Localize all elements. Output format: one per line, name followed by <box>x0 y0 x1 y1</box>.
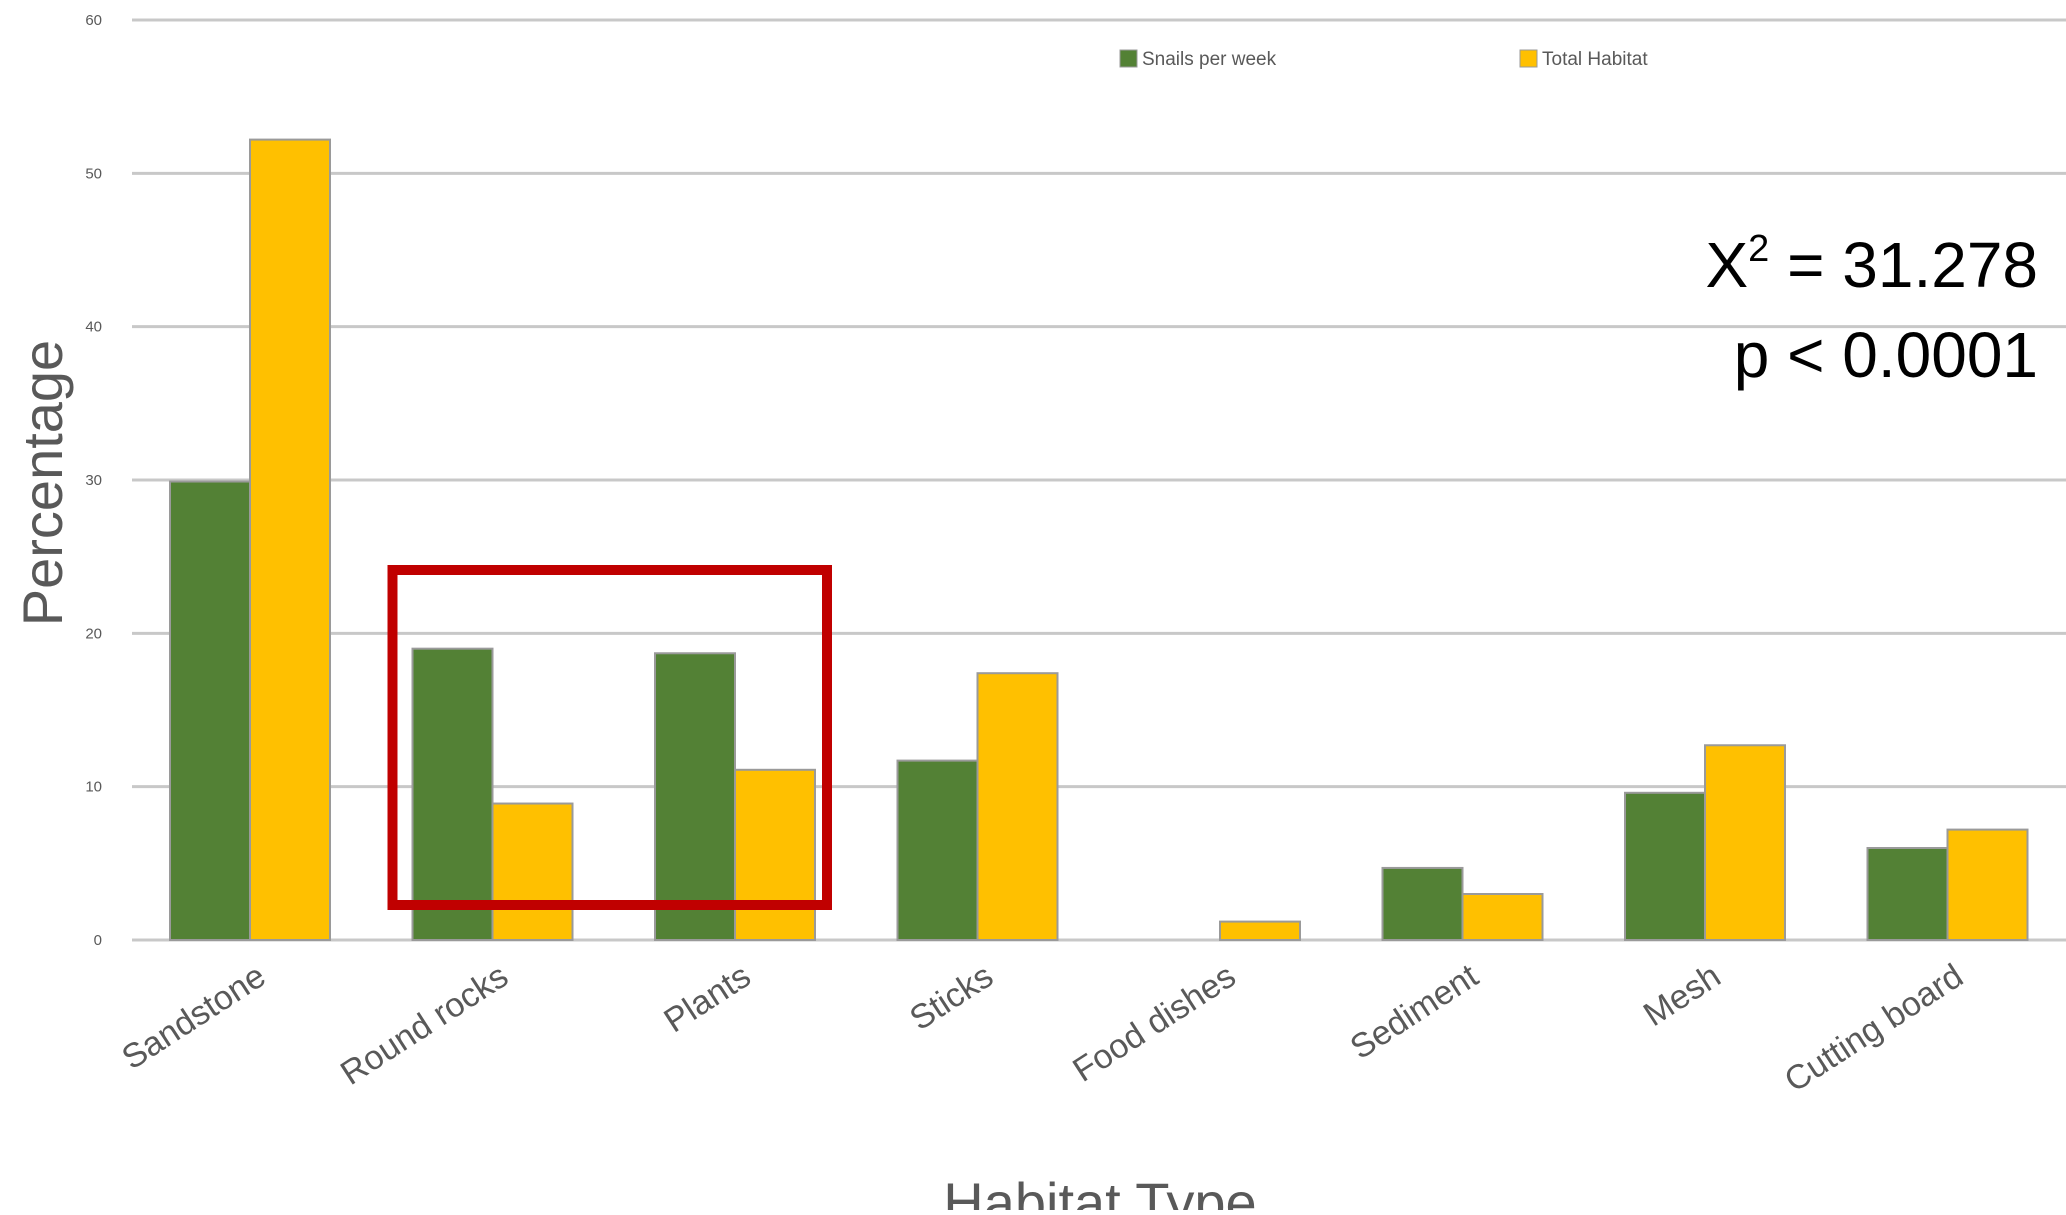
legend-swatch <box>1119 49 1138 68</box>
y-tick-label: 40 <box>85 319 102 336</box>
legend-label: Snails per week <box>1142 49 1277 70</box>
x-tick-label: Round rocks <box>334 957 515 1093</box>
x-tick-label: Food dishes <box>1066 957 1242 1090</box>
bar-snails <box>169 480 251 941</box>
p-value-annotation: p < 0.0001 <box>1734 319 2038 391</box>
x-axis-title: Habitat Type <box>943 1171 1256 1210</box>
x-tick-label: Sediment <box>1344 957 1486 1067</box>
y-tick-label: 20 <box>85 625 102 642</box>
bar-total-habitat <box>1946 828 2029 941</box>
x-tick-labels: Sandstone Round rocks Plants Sticks Food dis… <box>115 957 1970 1100</box>
bar-total-habitat <box>734 768 816 941</box>
bar-total-habitat <box>976 672 1059 941</box>
chi-value: = 31.278 <box>1769 229 2038 301</box>
x-tick-label: Cutting board <box>1778 957 1970 1100</box>
bar-snails <box>654 652 736 941</box>
bar-snails <box>411 647 494 942</box>
chi-symbol: X <box>1705 229 1748 301</box>
bar-snails <box>896 759 979 941</box>
bar-total-habitat <box>1461 893 1544 941</box>
bar-total-habitat <box>249 138 331 942</box>
highlight-box <box>387 565 832 910</box>
bar-total-habitat <box>1704 744 1786 941</box>
legend-swatch <box>1519 49 1538 68</box>
y-tick-label: 0 <box>94 932 102 949</box>
bars <box>169 138 2029 942</box>
y-tick-label: 10 <box>85 779 102 796</box>
y-tick-labels: 0 10 20 30 40 50 60 <box>85 12 102 949</box>
bar-snails <box>1381 866 1464 942</box>
x-tick-label: Sticks <box>903 957 1000 1038</box>
bar-snails <box>1866 847 1949 941</box>
bar-total-habitat <box>1219 920 1301 941</box>
x-tick-label: Sandstone <box>115 957 272 1077</box>
chi-square-annotation: X2 = 31.278 <box>1705 228 2038 301</box>
y-tick-label: 50 <box>85 165 102 182</box>
bar-total-habitat <box>491 802 574 941</box>
legend: Snails per week Total Habitat <box>1119 49 1648 70</box>
bar-snails <box>1624 791 1706 941</box>
legend-label: Total Habitat <box>1542 49 1648 70</box>
x-tick-label: Plants <box>657 957 757 1040</box>
y-axis-title: Percentage <box>11 340 74 626</box>
y-tick-label: 60 <box>85 12 102 29</box>
y-tick-label: 30 <box>85 472 102 489</box>
x-tick-label: Mesh <box>1637 957 1727 1034</box>
chi-exponent: 2 <box>1748 228 1769 270</box>
